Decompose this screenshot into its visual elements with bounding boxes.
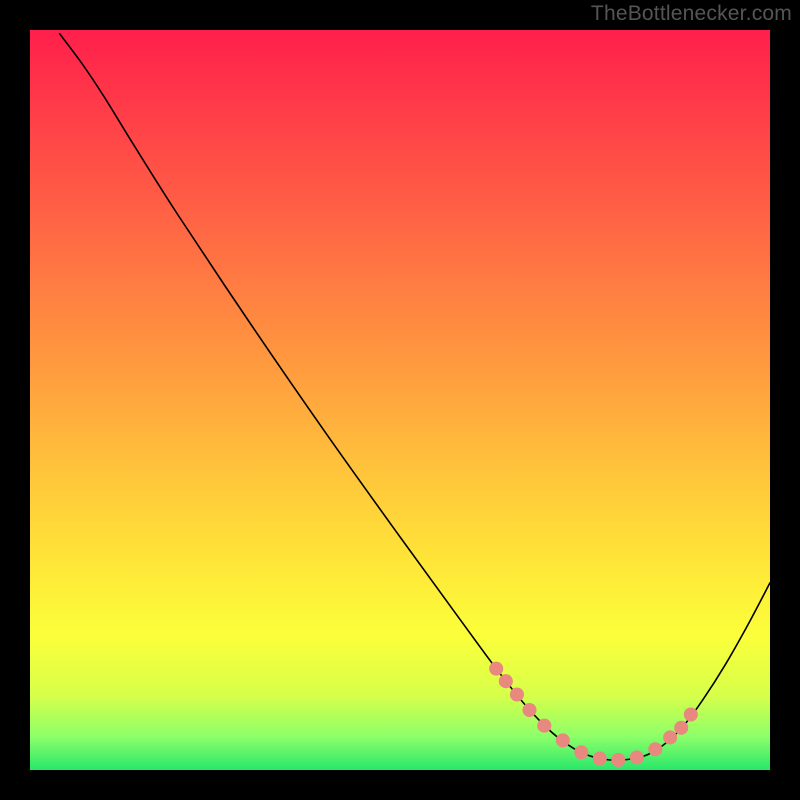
highlight-marker [674, 721, 688, 735]
highlight-marker [684, 707, 698, 721]
highlight-marker [574, 745, 588, 759]
plot-area [30, 30, 770, 770]
highlight-marker [537, 719, 551, 733]
highlight-marker [522, 703, 536, 717]
gradient-background [30, 30, 770, 770]
chart-svg [30, 30, 770, 770]
highlight-marker [510, 687, 524, 701]
highlight-marker [489, 662, 503, 676]
chart-frame: TheBottlenecker.com [0, 0, 800, 800]
highlight-marker [648, 742, 662, 756]
highlight-marker [499, 674, 513, 688]
highlight-marker [663, 730, 677, 744]
watermark-text: TheBottlenecker.com [591, 2, 792, 26]
highlight-marker [630, 750, 644, 764]
highlight-marker [593, 752, 607, 766]
highlight-marker [556, 733, 570, 747]
highlight-marker [611, 753, 625, 767]
